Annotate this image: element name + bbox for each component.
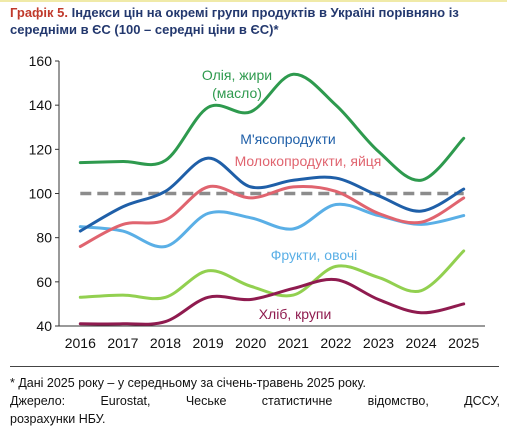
- series-line-bread-cereals: [78, 277, 466, 326]
- series-label-meat: М'ясопродукти: [240, 131, 335, 147]
- series-labels: Олія, жири (масло) М'ясопродукти Молокопрод…: [202, 67, 381, 322]
- footnote: * Дані 2025 року – у середньому за січен…: [10, 374, 500, 428]
- x-tick-label: 2016: [65, 335, 96, 351]
- top-rule: [0, 0, 507, 2]
- footnote-source-word: ДССУ,: [464, 394, 500, 408]
- series-label-dairy-eggs: Молокопродукти, яйця: [235, 153, 382, 169]
- footnote-divider: [10, 366, 499, 367]
- x-tick-label: 2020: [235, 335, 266, 351]
- series-line-dairy-eggs: [78, 184, 466, 248]
- x-tick-label: 2019: [193, 335, 224, 351]
- x-tick-label: 2025: [448, 335, 479, 351]
- chart-header: Графік 5. Індекси цін на окремі групи пр…: [10, 4, 500, 38]
- y-tick-label: 100: [29, 186, 53, 202]
- x-tick-label: 2017: [107, 335, 138, 351]
- series-label-fruit-vegetables: Фрукти, овочі: [271, 247, 358, 263]
- footnote-source-word: Eurostat,: [100, 394, 151, 408]
- footnote-source-word: Джерело:: [10, 394, 66, 408]
- y-tick-label: 160: [29, 53, 53, 69]
- y-tick-label: 140: [29, 97, 53, 113]
- x-tick-label: 2024: [406, 335, 437, 351]
- series-label-oil-fats: (масло): [212, 85, 262, 101]
- footnote-source-word: відомство,: [367, 394, 429, 408]
- x-tick-label: 2022: [320, 335, 351, 351]
- series-label-oil-fats: Олія, жири: [202, 67, 272, 83]
- footnote-source-word: статистичне: [261, 394, 333, 408]
- y-tick-label: 40: [36, 318, 52, 334]
- footnote-source-line: Джерело: Eurostat, Чеське статистичне відомс…: [10, 392, 500, 410]
- series-label-bread-cereals: Хліб, крупи: [259, 306, 332, 322]
- series-lines: [78, 72, 466, 326]
- chart-number-label: Графік 5.: [10, 5, 68, 20]
- x-tick-label: 2023: [363, 335, 394, 351]
- x-tick-labels: 2016 2017 2018 2019 2020 2021 2022 2023 2024 2025: [65, 335, 480, 351]
- series-line-meat: [78, 156, 466, 233]
- x-tick-label: 2021: [278, 335, 309, 351]
- footnote-source-word: Чеське: [185, 394, 227, 408]
- series-line-oil-fats: [78, 72, 466, 182]
- chart-title: Індекси цін на окремі групи продуктів в …: [10, 5, 459, 37]
- footnote-line-3: розрахунки НБУ.: [10, 412, 106, 426]
- series-line-fruit-vegetables: [78, 202, 466, 249]
- y-tick-label: 120: [29, 141, 53, 157]
- y-tick-labels: 40 60 80 100 120 140 160: [29, 53, 59, 334]
- x-tick-label: 2018: [150, 335, 181, 351]
- footnote-line-1: * Дані 2025 року – у середньому за січен…: [10, 376, 366, 390]
- y-tick-label: 60: [36, 274, 52, 290]
- y-tick-label: 80: [36, 230, 52, 246]
